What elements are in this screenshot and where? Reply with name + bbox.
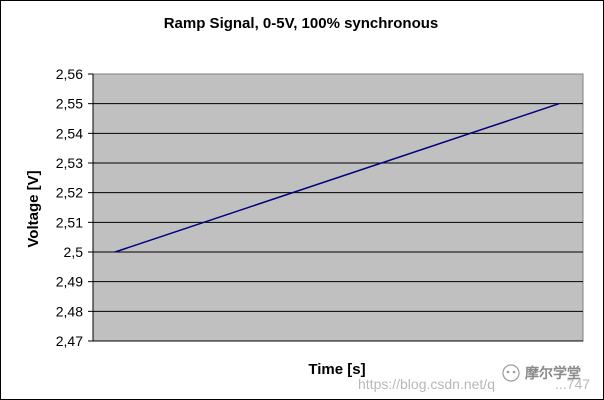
x-axis-label: Time [s] bbox=[308, 361, 365, 378]
y-tick-label: 2,48 bbox=[56, 303, 83, 319]
y-tick-label: 2,56 bbox=[56, 66, 83, 82]
chat-bubble-icon bbox=[502, 364, 520, 382]
series-line bbox=[114, 102, 560, 253]
y-axis-ticks: 2,47 2,48 2,49 2,5 2,51 2,52 2,53 2,54 2,55 2,56 bbox=[56, 66, 583, 349]
y-tick-label: 2,49 bbox=[56, 274, 83, 290]
chart-title: Ramp Signal, 0-5V, 100% synchronous bbox=[164, 15, 439, 32]
y-tick-label: 2,53 bbox=[56, 155, 83, 171]
series-layer bbox=[114, 102, 560, 253]
plot-area bbox=[92, 73, 584, 342]
chat-bubble-dot-icon bbox=[512, 370, 516, 374]
y-tick-label: 2,47 bbox=[56, 333, 83, 349]
watermark-tail: ...747 bbox=[555, 376, 590, 392]
y-tick-label: 2,54 bbox=[56, 125, 83, 141]
gridlines bbox=[93, 103, 583, 312]
y-axis-label: Voltage [V] bbox=[25, 170, 42, 247]
y-tick-label: 2,55 bbox=[56, 96, 83, 112]
y-tick-label: 2,5 bbox=[64, 244, 84, 260]
y-tick-label: 2,51 bbox=[56, 214, 83, 230]
watermark-brand: 摩尔学堂 bbox=[525, 365, 581, 381]
y-tick-label: 2,52 bbox=[56, 185, 83, 201]
watermark: https://blog.csdn.net/q 摩尔学堂 ...747 bbox=[358, 364, 590, 392]
chat-bubble-dot-icon bbox=[506, 370, 510, 374]
watermark-url: https://blog.csdn.net/q bbox=[358, 376, 495, 392]
